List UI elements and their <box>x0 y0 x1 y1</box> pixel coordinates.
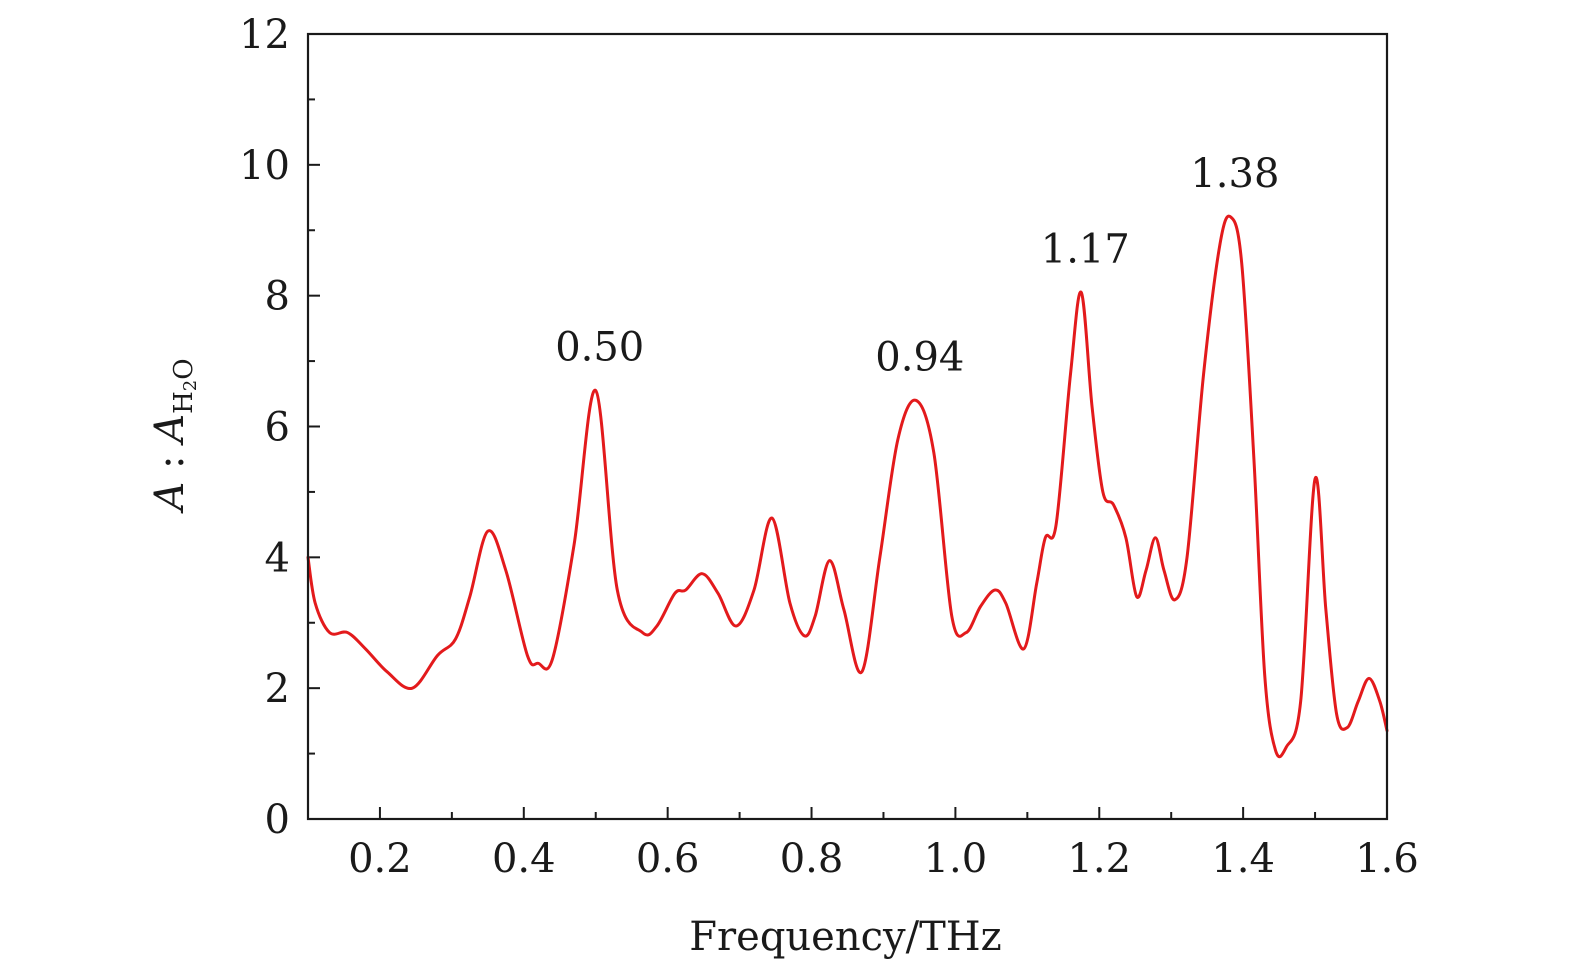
peak-annotation: 1.17 <box>1041 226 1130 272</box>
x-tick-label: 0.2 <box>348 836 412 882</box>
y-label-sub-2: 2 <box>180 380 201 391</box>
x-axis-title: Frequency/THz <box>689 914 1001 960</box>
peak-annotation: 0.50 <box>555 325 644 371</box>
y-tick-label: 12 <box>239 12 290 58</box>
y-tick-label: 6 <box>265 405 290 451</box>
annotations-layer: 0.50 0.94 1.17 1.38 <box>555 151 1279 380</box>
y-tick-label: 8 <box>265 274 290 320</box>
y-tick-label: 0 <box>265 797 290 843</box>
y-label-a: A <box>147 482 193 515</box>
x-tick-label: 1.0 <box>924 836 988 882</box>
y-label-b: A <box>147 414 193 447</box>
y-tick-label: 2 <box>265 666 290 712</box>
y-label-sub-o: O <box>169 358 199 379</box>
x-tick-label: 0.6 <box>636 836 700 882</box>
y-label-sub-h: H <box>169 391 199 414</box>
tick-labels-layer: 0.2 0.4 0.6 0.8 1.0 1.2 1.4 1.6 0 2 4 6 8 10 12 <box>239 12 1419 882</box>
peak-annotation: 0.94 <box>875 334 964 380</box>
x-tick-label: 1.6 <box>1355 836 1419 882</box>
plot-frame <box>306 32 1389 821</box>
series-line <box>306 214 1389 759</box>
y-axis-title-text: A : AH2O <box>147 358 201 514</box>
y-tick-label: 4 <box>265 535 290 581</box>
y-axis-title: A : AH2O <box>147 358 201 514</box>
series-layer <box>306 214 1389 759</box>
y-tick-label: 10 <box>239 143 290 189</box>
x-tick-label: 1.4 <box>1211 836 1275 882</box>
x-tick-label: 0.4 <box>492 836 556 882</box>
ticks-layer <box>307 98 1317 819</box>
x-tick-label: 1.2 <box>1067 836 1131 882</box>
x-tick-label: 0.8 <box>780 836 844 882</box>
y-label-separator: : <box>147 443 193 482</box>
peak-annotation: 1.38 <box>1190 151 1279 197</box>
